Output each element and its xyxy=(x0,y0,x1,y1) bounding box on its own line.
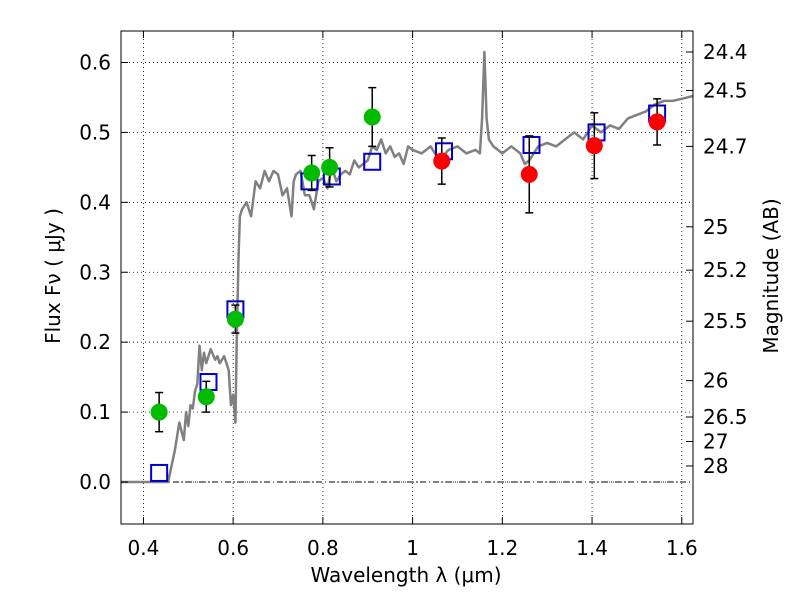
right-tick-label: 28 xyxy=(703,454,728,478)
right-tick-label: 25.5 xyxy=(703,309,748,333)
optical-point xyxy=(150,403,168,421)
nir-point xyxy=(433,152,451,170)
x-tick-label: 1 xyxy=(406,536,419,560)
optical-point xyxy=(321,158,339,176)
y-axis-title: Flux Fν ( μJy ) xyxy=(41,208,65,344)
x-tick-label: 0.4 xyxy=(128,536,160,560)
x-tick-label: 1.4 xyxy=(576,536,608,560)
optical-point xyxy=(303,164,321,182)
y-tick-label: 0.3 xyxy=(79,260,111,284)
y-tick-label: 0.6 xyxy=(79,50,111,74)
y-tick-label: 0.0 xyxy=(79,470,111,494)
tick-labels: 0.4 0.6 0.8 1 1.2 1.4 1.6 0.0 0.1 0.2 0.3 0.4 0.5 0.6… xyxy=(79,40,747,560)
x-tick-label: 0.6 xyxy=(217,536,249,560)
plot-frame xyxy=(120,30,694,525)
axis-ticks xyxy=(121,31,693,524)
optical-point xyxy=(226,310,244,328)
x-tick-label: 0.8 xyxy=(307,536,339,560)
right-tick-label: 24.5 xyxy=(703,78,748,102)
y-tick-label: 0.4 xyxy=(79,190,111,214)
nir-point xyxy=(520,165,538,183)
y-tick-label: 0.5 xyxy=(79,120,111,144)
x-axis-title: Wavelength λ (μm) xyxy=(310,563,501,587)
right-tick-label: 26 xyxy=(703,369,728,393)
right-tick-label: 24.4 xyxy=(703,40,748,64)
data-marks xyxy=(150,86,667,482)
right-axis-title: Magnitude (AB) xyxy=(759,198,783,353)
nir-point xyxy=(585,137,603,155)
right-tick-label: 26.5 xyxy=(703,405,748,429)
y-tick-label: 0.1 xyxy=(79,400,111,424)
model-sed-line xyxy=(121,50,694,484)
x-tick-label: 1.6 xyxy=(666,536,698,560)
grid xyxy=(121,31,693,524)
optical-point xyxy=(197,388,215,406)
right-tick-label: 27 xyxy=(703,429,728,453)
right-tick-label: 25.2 xyxy=(703,258,748,282)
model-photometry-square xyxy=(363,152,382,171)
model-photometry-square xyxy=(150,463,169,482)
model-photometry-square xyxy=(522,135,541,154)
x-tick-label: 1.2 xyxy=(486,536,518,560)
optical-point xyxy=(363,108,381,126)
nir-point xyxy=(648,113,666,131)
right-tick-label: 25 xyxy=(703,215,728,239)
y-tick-label: 0.2 xyxy=(79,330,111,354)
right-tick-label: 24.7 xyxy=(703,134,748,158)
